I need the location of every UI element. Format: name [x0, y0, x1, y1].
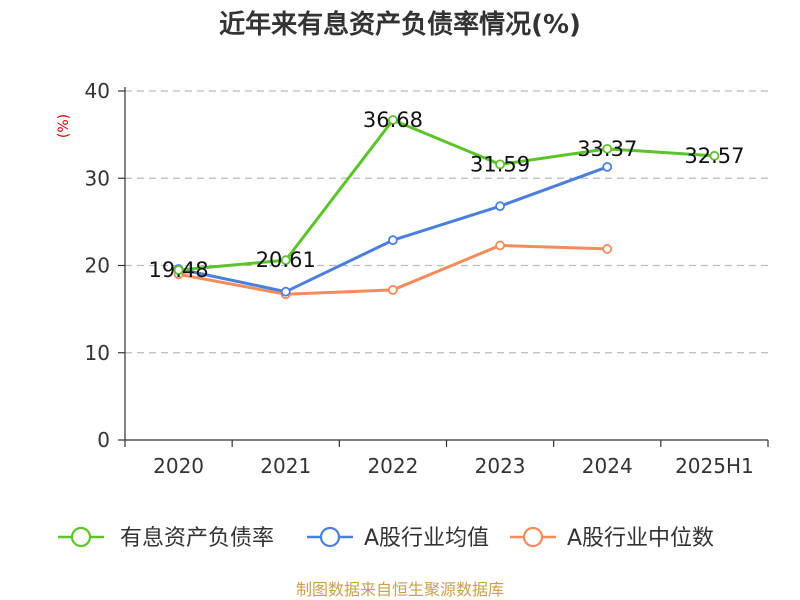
series-line	[178, 118, 715, 272]
series-line	[178, 165, 608, 294]
axes	[118, 87, 769, 447]
data-point	[602, 143, 613, 154]
y-tick-label: 40	[85, 79, 110, 103]
legend-label: 有息资产负债率	[120, 526, 274, 551]
data-point	[388, 115, 398, 125]
data-label: 36.68	[363, 108, 423, 132]
y-tick-label: 0	[97, 428, 110, 452]
chart-title: 近年来有息资产负债率情况(%)	[219, 9, 581, 40]
x-tick-label: 2024	[582, 454, 633, 478]
y-tick-labels: 0 10 20 30 40	[85, 79, 110, 452]
x-tick-label: 2022	[367, 454, 418, 478]
data-point	[495, 201, 505, 212]
source-note: 制图数据来自恒生聚源数据库	[296, 580, 504, 599]
y-tick-label: 10	[85, 341, 110, 365]
data-label: 32.57	[684, 144, 744, 168]
data-point	[495, 159, 505, 170]
data-point	[709, 150, 720, 161]
legend-marker	[70, 526, 92, 548]
y-axis-label: (%)	[56, 114, 72, 138]
data-point	[173, 265, 184, 275]
data-point	[495, 240, 505, 251]
data-point	[388, 285, 398, 295]
data-point	[280, 286, 291, 297]
legend-label: A股行业均值	[364, 526, 489, 551]
y-tick-label: 20	[85, 254, 110, 278]
legend: 有息资产负债率 A股行业均值 A股行业中位数	[58, 526, 714, 551]
data-label: 20.61	[256, 248, 316, 272]
data-label: 33.37	[577, 137, 637, 161]
data-point	[280, 255, 291, 266]
data-label: 19.48	[149, 258, 209, 282]
legend-marker	[522, 526, 544, 548]
series-group	[173, 115, 720, 300]
legend-marker	[319, 526, 341, 548]
y-tick-label: 30	[85, 166, 110, 190]
legend-label: A股行业中位数	[567, 526, 714, 551]
data-label: 31.59	[470, 152, 530, 176]
x-tick-label: 2023	[475, 454, 526, 478]
data-point	[388, 235, 398, 246]
data-labels: 19.48 20.61 36.68 31.59 33.37 32.57	[149, 108, 745, 282]
x-tick-label: 2020	[153, 454, 204, 478]
data-point	[602, 162, 613, 172]
x-tick-label: 2021	[260, 454, 311, 478]
x-tick-label: 2025H1	[675, 454, 754, 478]
data-point	[602, 244, 613, 254]
x-tick-labels: 2020 2021 2022 2023 2024 2025H1	[153, 454, 754, 478]
